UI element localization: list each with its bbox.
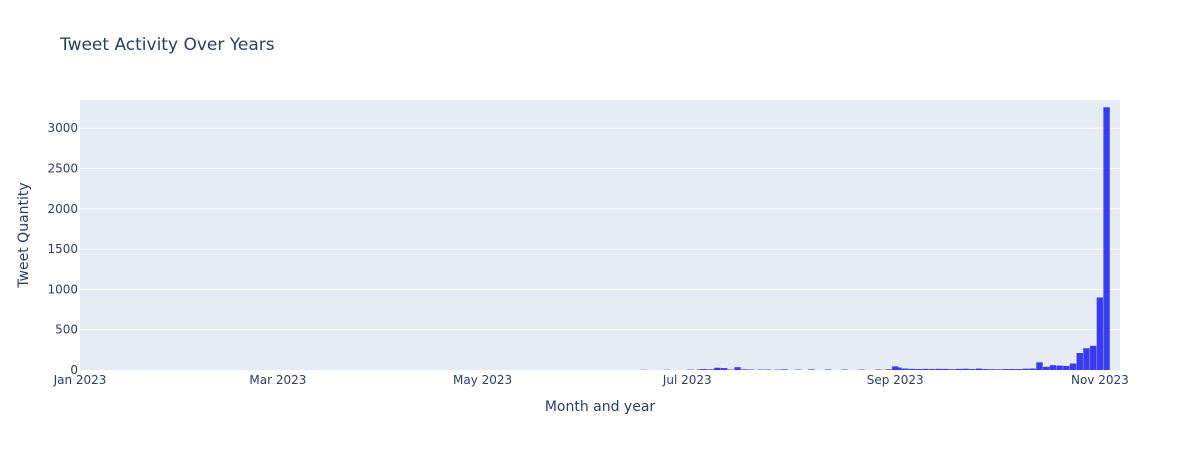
bar (1009, 369, 1015, 370)
bar (741, 369, 747, 370)
x-tick-label: Sep 2023 (867, 373, 924, 387)
bar (701, 369, 707, 370)
bar (976, 369, 982, 370)
bar (895, 368, 901, 370)
bar (996, 369, 1002, 370)
bar (1063, 366, 1069, 370)
bar (1103, 107, 1109, 370)
x-tick-label: Nov 2023 (1071, 373, 1129, 387)
bar (902, 369, 908, 370)
bar (962, 369, 968, 370)
x-tick-label: Jan 2023 (53, 373, 107, 387)
bar (781, 369, 787, 370)
y-tick-label: 1000 (47, 282, 78, 296)
bar (989, 369, 995, 370)
bar (956, 369, 962, 370)
bar (734, 367, 740, 370)
bar (808, 369, 814, 370)
bar (983, 369, 989, 370)
x-axis-title: Month and year (545, 399, 656, 415)
bar (1077, 353, 1083, 370)
bar (936, 369, 942, 370)
bar (1083, 348, 1089, 370)
bar (1097, 297, 1103, 370)
bar (1016, 369, 1022, 370)
bar (1043, 367, 1049, 370)
bar (1090, 346, 1096, 370)
bar (969, 369, 975, 370)
y-tick-label: 500 (55, 323, 78, 337)
bar (909, 369, 915, 370)
bar (942, 369, 948, 370)
bar (885, 369, 891, 370)
bar (1030, 369, 1036, 370)
y-axis-title: Tweet Quantity (16, 182, 32, 288)
bar (1023, 369, 1029, 370)
x-tick-label: Mar 2023 (249, 373, 306, 387)
bar (929, 369, 935, 370)
x-tick-labels: Jan 2023 Mar 2023 May 2023 Jul 2023 Sep 2023… (53, 373, 1129, 387)
bar (714, 368, 720, 370)
x-tick-label: May 2023 (453, 373, 512, 387)
bar (1036, 362, 1042, 370)
chart-title: Tweet Activity Over Years (59, 35, 275, 55)
x-tick-label: Jul 2023 (662, 373, 712, 387)
bar (949, 369, 955, 370)
bar (1056, 366, 1062, 370)
bar (916, 369, 922, 370)
y-tick-label: 1500 (47, 242, 78, 256)
bar (1070, 364, 1076, 370)
y-tick-label: 2000 (47, 202, 78, 216)
bar (922, 369, 928, 370)
y-tick-label: 3000 (47, 121, 78, 135)
bar (1050, 365, 1056, 370)
bar (1003, 369, 1009, 370)
y-tick-label: 2500 (47, 162, 78, 176)
